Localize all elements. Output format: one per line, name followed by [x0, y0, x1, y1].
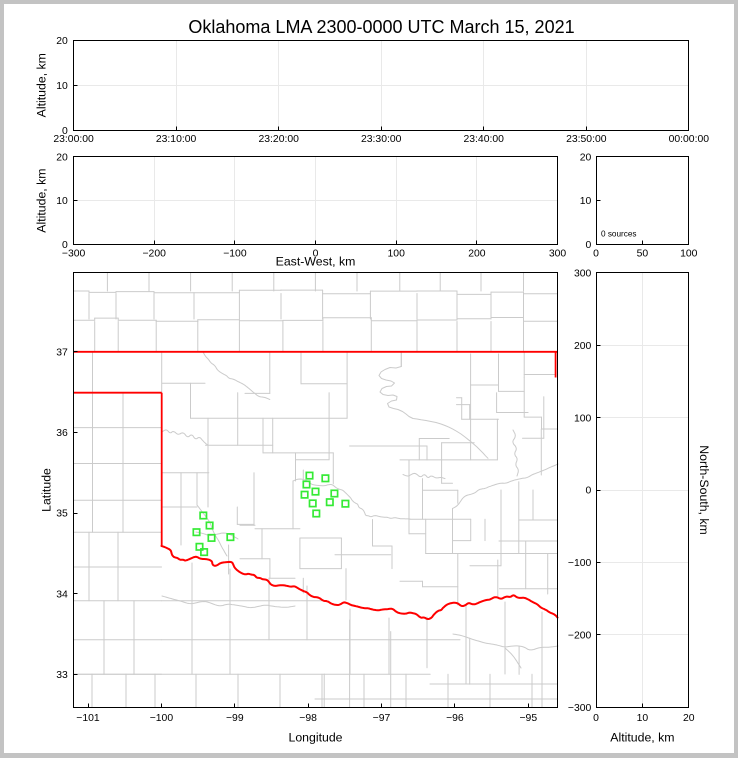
svg-text:200: 200: [574, 341, 592, 352]
svg-text:10: 10: [56, 196, 68, 207]
svg-text:35: 35: [56, 509, 68, 520]
svg-text:−96: −96: [446, 713, 464, 724]
svg-text:Altitude, km: Altitude, km: [35, 53, 49, 117]
svg-text:−95: −95: [519, 713, 537, 724]
svg-text:−97: −97: [373, 713, 391, 724]
svg-text:−101: −101: [76, 713, 100, 724]
svg-text:−300: −300: [62, 249, 86, 260]
svg-text:Latitude: Latitude: [40, 468, 54, 512]
svg-text:50: 50: [637, 249, 649, 260]
svg-text:300: 300: [574, 269, 592, 280]
svg-text:−98: −98: [299, 713, 317, 724]
svg-text:23:10:00: 23:10:00: [156, 134, 197, 145]
svg-text:−200: −200: [568, 631, 592, 642]
svg-text:20: 20: [580, 152, 592, 163]
svg-text:0: 0: [62, 126, 68, 137]
svg-text:0: 0: [593, 249, 599, 260]
svg-text:10: 10: [56, 81, 68, 92]
svg-text:0: 0: [313, 249, 319, 260]
svg-text:00:00:00: 00:00:00: [669, 134, 710, 145]
svg-text:−100: −100: [223, 249, 247, 260]
svg-text:Longitude: Longitude: [288, 730, 342, 744]
svg-text:23:50:00: 23:50:00: [566, 134, 607, 145]
svg-text:Altitude, km: Altitude, km: [610, 730, 674, 744]
svg-text:−200: −200: [142, 249, 166, 260]
svg-text:20: 20: [683, 713, 695, 724]
svg-text:100: 100: [574, 413, 592, 424]
svg-text:Oklahoma LMA 2300-0000 UTC Mar: Oklahoma LMA 2300-0000 UTC March 15, 202…: [188, 17, 574, 37]
svg-text:−99: −99: [226, 713, 244, 724]
svg-text:23:40:00: 23:40:00: [463, 134, 504, 145]
svg-text:East-West, km: East-West, km: [276, 255, 356, 269]
svg-text:0: 0: [586, 486, 592, 497]
svg-text:300: 300: [549, 249, 567, 260]
svg-text:0: 0: [593, 713, 599, 724]
svg-text:10: 10: [637, 713, 649, 724]
svg-text:37: 37: [56, 347, 68, 358]
svg-text:33: 33: [56, 670, 68, 681]
svg-text:36: 36: [56, 428, 68, 439]
svg-text:200: 200: [468, 249, 486, 260]
svg-text:10: 10: [580, 196, 592, 207]
svg-text:0: 0: [62, 240, 68, 251]
svg-text:−100: −100: [568, 558, 592, 569]
svg-text:−300: −300: [568, 703, 592, 714]
svg-text:Altitude, km: Altitude, km: [35, 168, 49, 232]
svg-text:20: 20: [56, 36, 68, 47]
svg-text:23:30:00: 23:30:00: [361, 134, 402, 145]
svg-text:100: 100: [388, 249, 406, 260]
svg-text:34: 34: [56, 589, 68, 600]
svg-text:−100: −100: [150, 713, 174, 724]
svg-text:North-South, km: North-South, km: [697, 445, 711, 535]
svg-text:0 sources: 0 sources: [601, 229, 637, 238]
svg-text:0: 0: [586, 240, 592, 251]
svg-text:100: 100: [680, 249, 698, 260]
svg-text:23:00:00: 23:00:00: [53, 134, 94, 145]
svg-text:20: 20: [56, 152, 68, 163]
svg-text:23:20:00: 23:20:00: [258, 134, 299, 145]
